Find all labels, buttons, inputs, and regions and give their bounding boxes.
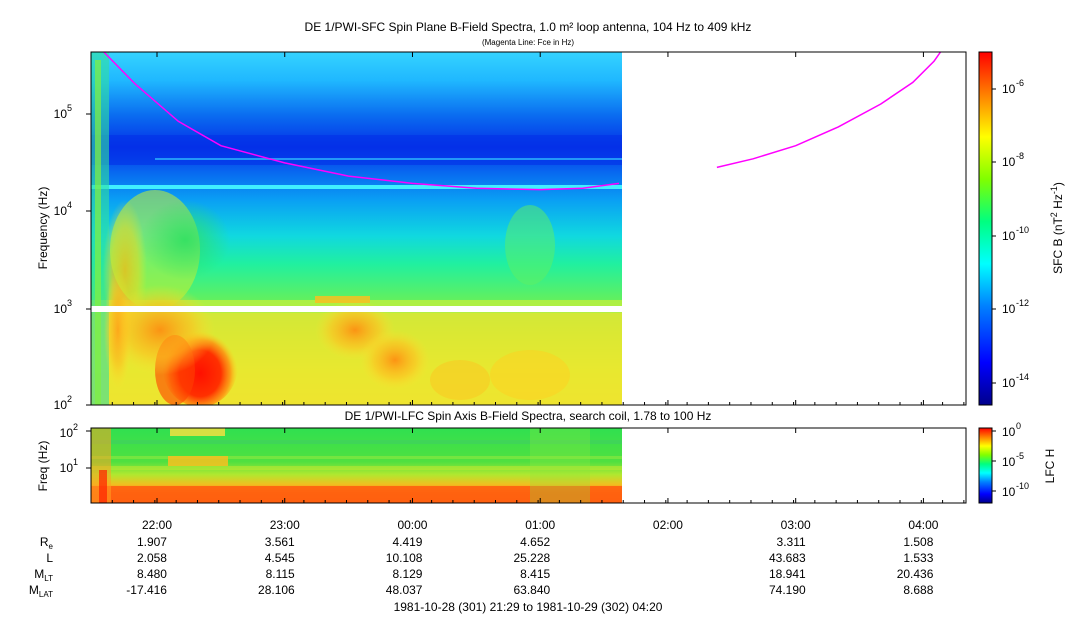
ephemeris-value: 10.108 — [386, 551, 423, 565]
ephemeris-table: Re 1.907 3.561 4.419 4.652 3.311 1.508 L 2.058 4.… — [29, 535, 934, 599]
ephemeris-value: 74.190 — [769, 583, 806, 597]
sfc-title: DE 1/PWI-SFC Spin Plane B-Field Spectra,… — [305, 20, 752, 34]
lfc-ytick-label: 10 — [60, 426, 74, 440]
time-axis: 22:00 23:00 00:00 01:00 02:00 03:00 04:00 — [90, 52, 965, 532]
ephemeris-value: 8.115 — [266, 567, 295, 581]
lfc-y-axis: 10 1 10 2 Freq (Hz) — [36, 422, 91, 491]
cbar-tick-base: 10 — [1002, 376, 1016, 390]
lfc-spectrogram — [91, 428, 622, 503]
ephemeris-value: 8.129 — [392, 567, 422, 581]
ephemeris-value: 1.533 — [903, 551, 933, 565]
lfc-ytick: 10 2 — [60, 422, 91, 440]
cbar-tick-exp: -6 — [1016, 78, 1024, 88]
sfc-ytick-exp: 2 — [67, 394, 72, 404]
lfc-cbar-tick: 10 -10 — [992, 481, 1029, 499]
sfc-ytick: 10 5 — [54, 103, 91, 121]
x-tick-label: 00:00 — [397, 518, 427, 532]
ephemeris-row-label: L — [46, 551, 53, 565]
ephemeris-row-label: Re — [40, 535, 54, 551]
cbar-tick-exp: -14 — [1016, 372, 1029, 382]
fce-line — [103, 51, 942, 191]
sfc-subtitle: (Magenta Line: Fce in Hz) — [482, 38, 574, 47]
cbar-tick-exp: -5 — [1016, 451, 1024, 461]
sfc-colorbar-label: SFC B (nT2 Hz-1) — [1049, 182, 1065, 274]
lfc-ytick-exp: 2 — [73, 422, 78, 432]
sfc-cbar-tick: 10 -14 — [992, 372, 1029, 390]
ephemeris-value: 48.037 — [386, 583, 423, 597]
x-tick-label: 01:00 — [525, 518, 555, 532]
ephemeris-value: 4.545 — [265, 551, 295, 565]
ephemeris-value: 8.688 — [903, 583, 933, 597]
sfc-cbar-tick: 10 -12 — [992, 298, 1029, 316]
cbar-tick-exp: -12 — [1016, 298, 1029, 308]
lfc-plot-frame — [90, 427, 967, 504]
cbar-tick-base: 10 — [1002, 302, 1016, 316]
sfc-y-label: Frequency (Hz) — [36, 187, 50, 270]
sfc-cbar-tick: 10 -8 — [992, 151, 1024, 169]
ephemeris-value: 4.652 — [520, 535, 550, 549]
ephemeris-value: 1.508 — [903, 535, 933, 549]
ephemeris-value: 43.683 — [769, 551, 806, 565]
sfc-ytick-exp: 4 — [67, 200, 72, 210]
x-tick-label: 02:00 — [653, 518, 683, 532]
cbar-tick-base: 10 — [1002, 425, 1016, 439]
cbar-tick-base: 10 — [1002, 485, 1016, 499]
sfc-ytick-label: 10 — [54, 302, 68, 316]
lfc-title: DE 1/PWI-LFC Spin Axis B-Field Spectra, … — [345, 409, 712, 423]
ephemeris-value: 28.106 — [258, 583, 295, 597]
sfc-colorbar: 10 -6 10 -8 10 -10 10 -12 10 -14 SFC B (nT2 H… — [978, 51, 1065, 406]
lfc-colorbar: 10 0 10 -5 10 -10 LFC H — [978, 421, 1057, 504]
cbar-tick-base: 10 — [1002, 455, 1016, 469]
sfc-ytick-label: 10 — [54, 107, 68, 121]
ephemeris-value: 8.480 — [137, 567, 167, 581]
sfc-plot-frame — [90, 51, 967, 406]
sfc-ytick: 10 4 — [54, 200, 91, 218]
ephemeris-value: 3.561 — [265, 535, 295, 549]
x-tick-label: 04:00 — [908, 518, 938, 532]
cbar-tick-exp: -10 — [1016, 481, 1029, 491]
lfc-colorbar-label: LFC H — [1043, 449, 1057, 484]
lfc-cbar-tick: 10 -5 — [992, 451, 1024, 469]
lfc-ytick-exp: 1 — [73, 457, 78, 467]
sfc-ytick-exp: 3 — [67, 298, 72, 308]
lfc-cbar-tick: 10 0 — [992, 421, 1021, 439]
lfc-y-label: Freq (Hz) — [36, 441, 50, 492]
sfc-cbar-tick: 10 -10 — [992, 225, 1029, 243]
cbar-tick-exp: -10 — [1016, 225, 1029, 235]
ephemeris-value: 18.941 — [769, 567, 806, 581]
sfc-cbar-tick: 10 -6 — [992, 78, 1024, 96]
ephemeris-value: 1.907 — [137, 535, 167, 549]
sfc-y-axis: 10 2 10 3 10 4 10 5 Frequency (Hz) — [36, 103, 91, 412]
ephemeris-value: 20.436 — [897, 567, 934, 581]
ephemeris-row-label: MLAT — [29, 583, 53, 599]
x-tick-label: 23:00 — [270, 518, 300, 532]
cbar-tick-base: 10 — [1002, 229, 1016, 243]
cbar-tick-base: 10 — [1002, 82, 1016, 96]
cbar-tick-exp: -8 — [1016, 151, 1024, 161]
ephemeris-row-label: MLT — [34, 567, 53, 583]
x-tick-label: 22:00 — [142, 518, 172, 532]
ephemeris-value: 3.311 — [777, 535, 806, 549]
ephemeris-value: -17.416 — [126, 583, 167, 597]
cbar-tick-exp: 0 — [1016, 421, 1021, 431]
ephemeris-value: 8.415 — [520, 567, 550, 581]
sfc-ytick-label: 10 — [54, 204, 68, 218]
ephemeris-value: 25.228 — [514, 551, 551, 565]
ephemeris-value: 2.058 — [137, 551, 167, 565]
lfc-ytick-label: 10 — [60, 461, 74, 475]
sfc-ytick: 10 3 — [54, 298, 91, 316]
x-tick-label: 03:00 — [781, 518, 811, 532]
sfc-ytick-exp: 5 — [67, 103, 72, 113]
time-range-label: 1981-10-28 (301) 21:29 to 1981-10-29 (30… — [394, 600, 663, 614]
cbar-tick-base: 10 — [1002, 155, 1016, 169]
ephemeris-value: 4.419 — [392, 535, 422, 549]
lfc-ytick: 10 1 — [60, 457, 91, 475]
sfc-ytick: 10 2 — [54, 394, 91, 412]
sfc-spectrogram — [91, 52, 622, 405]
sfc-ytick-label: 10 — [54, 398, 68, 412]
ephemeris-value: 63.840 — [514, 583, 551, 597]
